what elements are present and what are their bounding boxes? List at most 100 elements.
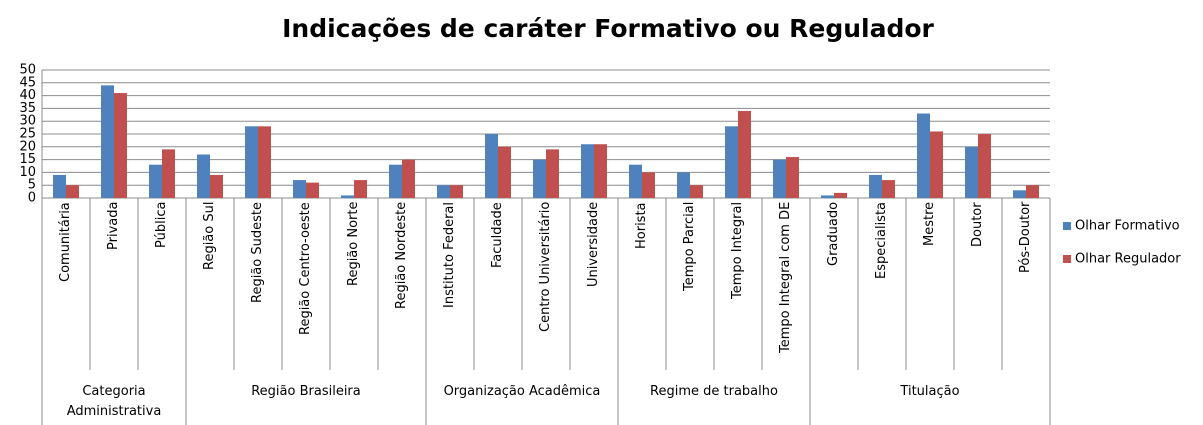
bar	[978, 134, 991, 198]
x-tick-label-text: Comunitária	[58, 202, 73, 282]
group-label: Regime de trabalho	[618, 382, 810, 402]
x-tick-label-text: Mestre	[922, 202, 937, 247]
bar	[1026, 185, 1039, 198]
bar	[930, 131, 943, 198]
bar	[498, 146, 511, 198]
y-tick-label: 40	[19, 88, 36, 103]
bar	[293, 180, 306, 198]
bar	[245, 126, 258, 198]
x-tick-label: Horista	[618, 202, 666, 362]
x-tick-label: Tempo Parcial	[666, 202, 714, 362]
group-label: Região Brasileira	[186, 382, 426, 402]
y-tick-label: 10	[19, 165, 36, 180]
x-tick-label-text: Centro Universitário	[538, 202, 553, 333]
bar	[594, 144, 607, 198]
y-tick-label: 50	[19, 63, 36, 78]
x-tick-label-text: Tempo Integral com DE	[778, 202, 793, 354]
x-tick-label: Tempo Integral	[714, 202, 762, 362]
group-label-text: Titulação	[900, 384, 960, 399]
bar	[738, 110, 751, 198]
group-label: Organização Acadêmica	[426, 382, 618, 402]
x-tick-label: Centro Universitário	[522, 202, 570, 362]
group-label-text: Região Brasileira	[251, 384, 361, 399]
bar	[485, 134, 498, 198]
x-tick-label: Instituto Federal	[426, 202, 474, 362]
x-tick-label: Pós-Doutor	[1002, 202, 1050, 362]
bar	[642, 172, 655, 198]
x-tick-label-text: Região Norte	[346, 202, 361, 287]
bar	[869, 174, 882, 198]
x-tick-label-text: Pública	[154, 202, 169, 249]
bar	[162, 149, 175, 198]
y-tick-label: 5	[28, 178, 36, 193]
legend-label: Olhar Formativo	[1075, 219, 1180, 234]
bar	[1013, 190, 1026, 198]
x-tick-label-text: Instituto Federal	[442, 202, 457, 309]
y-tick-label: 35	[19, 101, 36, 116]
bar	[402, 159, 415, 198]
x-tick-label: Mestre	[906, 202, 954, 362]
x-tick-label: Região Sudeste	[234, 202, 282, 362]
group-label-text: Regime de trabalho	[650, 384, 778, 399]
bar	[66, 185, 79, 198]
x-tick-label: Região Centro-oeste	[282, 202, 330, 362]
x-tick-label-text: Faculdade	[490, 202, 505, 268]
bar	[773, 159, 786, 198]
group-label: Titulação	[810, 382, 1050, 402]
x-tick-label: Região Nordeste	[378, 202, 426, 362]
bar	[114, 93, 127, 198]
bar	[53, 174, 66, 198]
bar	[197, 154, 210, 198]
y-tick-label: 20	[19, 139, 36, 154]
bar	[821, 195, 834, 198]
bar	[690, 185, 703, 198]
bar	[725, 126, 738, 198]
bar	[437, 185, 450, 198]
x-tick-label: Comunitária	[42, 202, 90, 362]
x-tick-label-text: Doutor	[970, 202, 985, 247]
x-tick-label: Região Norte	[330, 202, 378, 362]
bar	[546, 149, 559, 198]
bar	[450, 185, 463, 198]
x-tick-label-text: Especialista	[874, 202, 889, 280]
bar	[533, 159, 546, 198]
bar	[354, 180, 367, 198]
legend-swatch	[1063, 222, 1071, 230]
x-tick-label: Tempo Integral com DE	[762, 202, 810, 362]
x-tick-label: Faculdade	[474, 202, 522, 362]
x-tick-label: Pública	[138, 202, 186, 362]
bar	[389, 164, 402, 198]
bar	[917, 113, 930, 198]
group-label-text: Organização Acadêmica	[443, 384, 601, 399]
y-tick-label: 0	[28, 191, 36, 206]
x-tick-label-text: Universidade	[586, 202, 601, 288]
chart-title: Indicações de caráter Formativo ou Regul…	[282, 14, 934, 43]
x-tick-label-text: Tempo Integral	[730, 202, 745, 300]
x-tick-label-text: Privada	[106, 202, 121, 251]
bar	[882, 180, 895, 198]
bar	[149, 164, 162, 198]
x-tick-label-text: Região Nordeste	[394, 202, 409, 310]
legend-swatch	[1063, 255, 1071, 263]
y-tick-label: 15	[19, 152, 36, 167]
x-tick-label: Região Sul	[186, 202, 234, 362]
bar	[258, 126, 271, 198]
x-tick-label: Graduado	[810, 202, 858, 362]
x-tick-label: Especialista	[858, 202, 906, 362]
group-label: Categoria Administrativa	[42, 382, 186, 422]
x-tick-label: Privada	[90, 202, 138, 362]
x-tick-label: Doutor	[954, 202, 1002, 362]
bar	[210, 174, 223, 198]
bar	[629, 164, 642, 198]
y-tick-label: 45	[19, 75, 36, 90]
legend-label: Olhar Regulador	[1075, 252, 1181, 267]
x-tick-label-text: Graduado	[826, 202, 841, 267]
bar	[101, 85, 114, 198]
x-tick-label-text: Horista	[634, 202, 649, 249]
x-tick-label-text: Pós-Doutor	[1018, 202, 1033, 274]
y-tick-label: 30	[19, 114, 36, 129]
x-tick-label-text: Região Sudeste	[250, 202, 265, 303]
x-tick-label-text: Região Centro-oeste	[298, 202, 313, 335]
